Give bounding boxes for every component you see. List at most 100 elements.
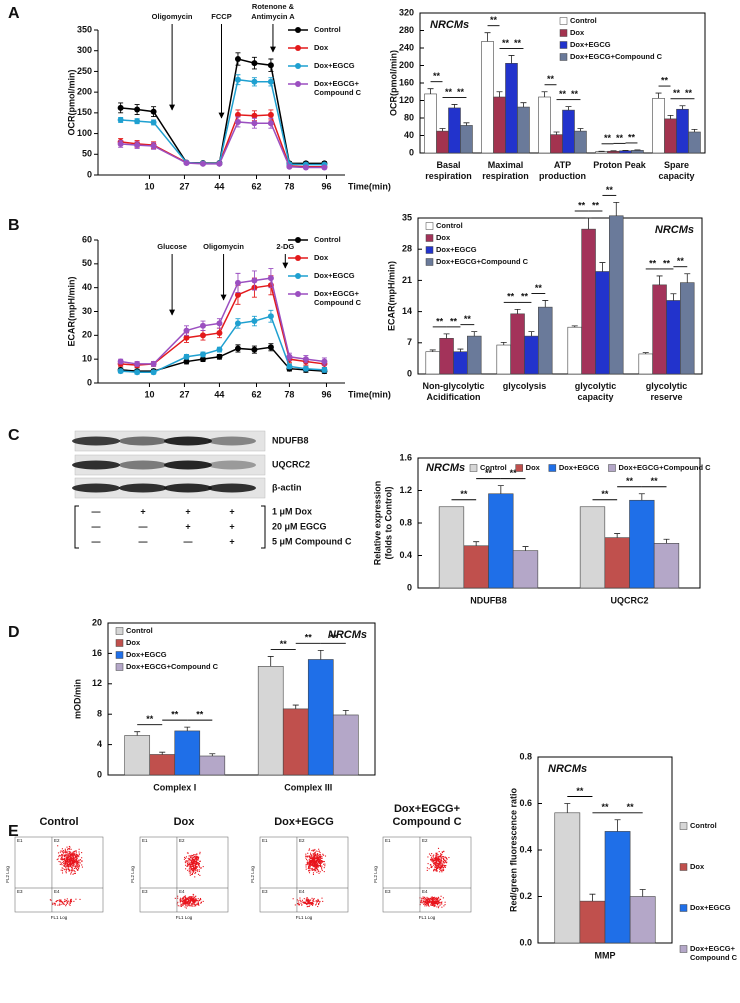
marker	[151, 369, 157, 375]
flow-dot	[426, 903, 427, 904]
flow-dot	[436, 897, 437, 898]
flow-dot	[185, 858, 186, 859]
flow-dot	[195, 857, 196, 858]
quadrant-label: E1	[17, 838, 23, 843]
flow-dot	[60, 864, 61, 865]
x-tick-label: Proton Peak	[593, 160, 647, 170]
flow-dot	[62, 859, 63, 860]
flow-dot	[317, 869, 318, 870]
flow-dot	[307, 860, 308, 861]
flow-dot	[193, 870, 194, 871]
significance-label: **	[592, 200, 600, 210]
flow-dot	[193, 902, 194, 903]
y-tick-label: 250	[77, 66, 92, 76]
legend-label: Dox	[436, 233, 451, 242]
flow-dot	[439, 905, 440, 906]
flow-dot	[431, 853, 432, 854]
flow-dot	[435, 900, 436, 901]
x-tick-label-line: reserve	[650, 392, 682, 402]
flow-dot	[298, 900, 299, 901]
y-tick-label: 0	[409, 147, 414, 157]
flow-dot	[195, 899, 196, 900]
legend-swatch	[516, 465, 523, 472]
flow-dot	[59, 900, 60, 901]
flow-dot	[189, 900, 190, 901]
flow-dot	[427, 902, 428, 903]
bar	[437, 131, 449, 153]
flow-dot	[423, 904, 424, 905]
flow-dot	[309, 859, 310, 860]
flow-dot	[180, 905, 181, 906]
legend-marker	[295, 237, 301, 243]
legend-swatch	[116, 652, 123, 659]
blot-band	[208, 484, 256, 493]
flow-dot	[436, 906, 437, 907]
bar	[517, 107, 529, 153]
flow-dot	[58, 861, 59, 862]
flow-dot	[187, 902, 188, 903]
annotation-line: Rotenone &	[252, 2, 295, 11]
flow-dot	[436, 859, 437, 860]
flow-dot	[431, 899, 432, 900]
flow-dot	[66, 870, 67, 871]
x-tick-label-line: Non-glycolytic	[422, 381, 484, 391]
legend-swatch	[426, 235, 433, 242]
flow-dot	[307, 902, 308, 903]
flow-dot	[431, 903, 432, 904]
flow-dot	[432, 858, 433, 859]
bar	[200, 756, 225, 775]
flow-dot	[188, 861, 189, 862]
flow-dot	[71, 900, 72, 901]
flow-dot	[67, 856, 68, 857]
flow-dot	[185, 902, 186, 903]
flow-dot	[441, 871, 442, 872]
flow-dot	[194, 900, 195, 901]
flow-dot	[68, 859, 69, 860]
flow-dot	[201, 867, 202, 868]
chart-title: NRCMs	[430, 19, 469, 31]
flow-dot	[434, 860, 435, 861]
flow-dot	[70, 903, 71, 904]
flow-dot	[426, 905, 427, 906]
flow-frame	[260, 837, 348, 912]
significance-label: **	[616, 133, 624, 143]
flow-dot	[78, 856, 79, 857]
flow-dot	[196, 904, 197, 905]
quadrant-label: E3	[385, 889, 391, 894]
flow-dot	[433, 903, 434, 904]
significance-label: **	[445, 87, 453, 97]
flow-dot	[437, 868, 438, 869]
significance-label: **	[576, 786, 584, 796]
treatment-mark: +	[229, 521, 234, 531]
legend-label: Dox+EGCG	[436, 245, 477, 254]
marker	[118, 117, 124, 123]
y-tick-label: 4	[97, 739, 102, 749]
flow-dot	[320, 863, 321, 864]
legend-marker	[295, 273, 301, 279]
flow-dot	[430, 902, 431, 903]
flow-dot	[196, 863, 197, 864]
bar	[555, 813, 580, 943]
legend-label: Dox+EGCG+Compound C	[314, 79, 362, 97]
flow-dot	[76, 852, 77, 853]
flow-dot	[293, 898, 294, 899]
flow-dot	[300, 903, 301, 904]
flow-dot	[66, 869, 67, 870]
flow-dot	[440, 864, 441, 865]
flow-dot	[307, 853, 308, 854]
panel-label: B	[8, 217, 20, 234]
bar	[539, 97, 551, 153]
y-tick-label: 7	[407, 337, 412, 347]
flow-dot	[60, 862, 61, 863]
flow-dot	[307, 863, 308, 864]
blot-band	[164, 484, 212, 493]
flow-dot	[65, 905, 66, 906]
significance-label: **	[606, 185, 614, 195]
significance-label: **	[280, 639, 288, 649]
y-axis-label-line: Relative expression	[373, 481, 383, 566]
legend-swatch	[560, 54, 567, 61]
flow-dot	[438, 858, 439, 859]
blot-label: UQCRC2	[272, 459, 310, 469]
flow-dot	[60, 859, 61, 860]
